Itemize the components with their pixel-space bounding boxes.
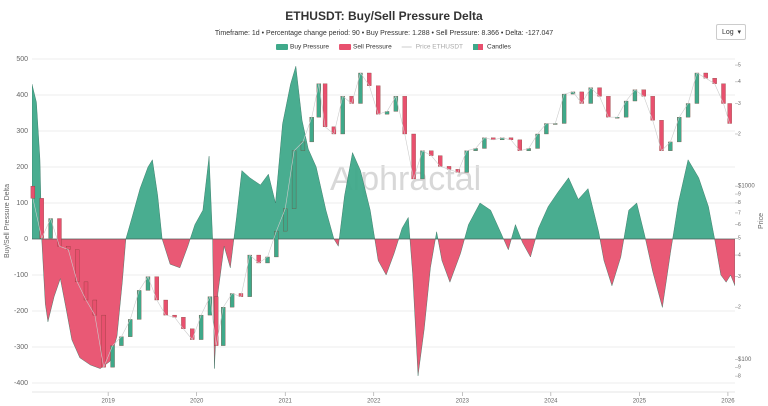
scale-button-label: Log (722, 29, 734, 36)
y2-tick-label: 8 (738, 200, 741, 206)
y-tick-label: -100 (14, 272, 28, 279)
y2-tick-label: $100 (738, 357, 752, 363)
y2-tick-label: 3 (738, 101, 741, 107)
candle (30, 185, 36, 199)
legend-swatch (473, 44, 478, 50)
delta-area (32, 66, 735, 239)
legend-label: Sell Pressure (353, 44, 392, 51)
y2-tick-label: 6 (738, 222, 741, 228)
candle (727, 103, 732, 124)
y-tick-label: 400 (16, 92, 28, 99)
legend-swatch (276, 44, 288, 50)
y2-tick-label: 9 (738, 365, 741, 371)
legend-swatch (478, 44, 483, 50)
legend-label: Candles (487, 44, 512, 51)
x-tick-label: 2020 (190, 399, 204, 405)
y-tick-label: 100 (16, 200, 28, 207)
y2-tick-label: 2 (738, 131, 741, 137)
chart-subtitle: Timeframe: 1d • Percentage change period… (215, 30, 553, 37)
y2-tick-label: $1000 (738, 184, 755, 190)
legend-label: Price ETHUSDT (416, 44, 463, 51)
y2-tick-label: 3 (738, 274, 741, 280)
x-tick-label: 2023 (456, 399, 470, 405)
y2-tick-label: 5 (738, 62, 741, 68)
candle (316, 83, 322, 118)
x-tick-label: 2026 (721, 399, 735, 405)
y-tick-label: 200 (16, 164, 28, 171)
x-tick-label: 2025 (633, 399, 647, 405)
y-tick-label: 500 (16, 56, 28, 63)
y2-tick-label: 7 (738, 210, 741, 216)
y2-axis-title: Price (758, 213, 765, 229)
y-tick-label: -200 (14, 308, 28, 315)
chart-title: ETHUSDT: Buy/Sell Pressure Delta (285, 9, 483, 23)
y2-tick-label: 4 (738, 252, 741, 258)
y2-tick-label: 5 (738, 236, 741, 242)
x-tick-label: 2022 (367, 399, 381, 405)
scale-button[interactable]: Log ▾ (716, 24, 746, 40)
candle (221, 307, 226, 346)
x-tick-label: 2021 (279, 399, 293, 405)
y-axis-title: Buy/Sell Pressure Delta (4, 184, 11, 258)
y2-tick-label: 9 (738, 191, 741, 197)
y-tick-label: 0 (24, 236, 28, 243)
y2-tick-label: 8 (738, 373, 741, 379)
legend-label: Buy Pressure (290, 44, 329, 51)
x-tick-label: 2019 (101, 399, 115, 405)
y-tick-label: 300 (16, 128, 28, 135)
price-line (32, 72, 730, 369)
x-tick-label: 2024 (544, 399, 558, 405)
y2-tick-label: 4 (738, 79, 741, 85)
y2-tick-label: 2 (738, 305, 741, 311)
y-tick-label: -400 (14, 380, 28, 387)
candle (322, 83, 328, 127)
legend-swatch (339, 44, 352, 50)
y-tick-label: -300 (14, 344, 28, 351)
